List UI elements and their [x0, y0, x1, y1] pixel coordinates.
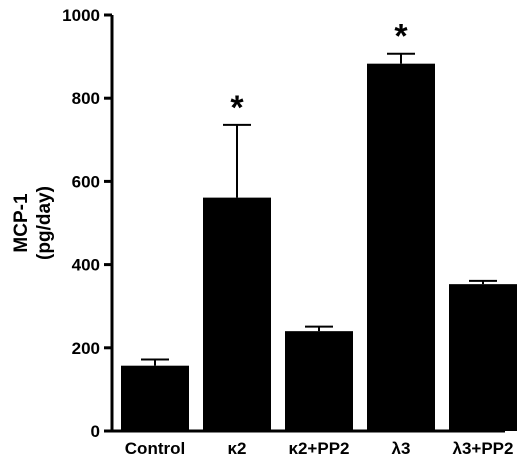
bar — [285, 331, 353, 431]
y-tick-label: 1000 — [62, 6, 100, 25]
error-bars — [141, 52, 497, 366]
bar — [121, 365, 189, 431]
bars — [121, 63, 517, 432]
significance-marker: * — [394, 18, 408, 56]
significance-marker: * — [230, 89, 244, 127]
x-category-label: Control — [125, 439, 185, 458]
x-category-label: κ2 — [228, 439, 247, 458]
x-category-label: λ3 — [392, 439, 411, 458]
y-axis-title-line: MCP-1 — [11, 193, 32, 253]
y-tick-label: 0 — [91, 422, 100, 441]
y-tick-label: 800 — [72, 89, 100, 108]
y-tick-label: 600 — [72, 172, 100, 191]
bar — [367, 63, 435, 432]
y-axis-title: MCP-1 (pg/day) — [11, 186, 55, 260]
labels: 0 200 400 600 800 1000 Control κ2 * κ2+PP2 λ3 * λ3+P… — [62, 6, 513, 458]
x-category-label: λ3+PP2 — [453, 439, 514, 458]
y-tick-label: 400 — [72, 256, 100, 275]
bar — [203, 197, 271, 431]
bar — [449, 284, 517, 431]
y-tick-label: 200 — [72, 339, 100, 358]
x-category-label: κ2+PP2 — [289, 439, 350, 458]
y-axis-title-line: (pg/day) — [34, 186, 55, 260]
